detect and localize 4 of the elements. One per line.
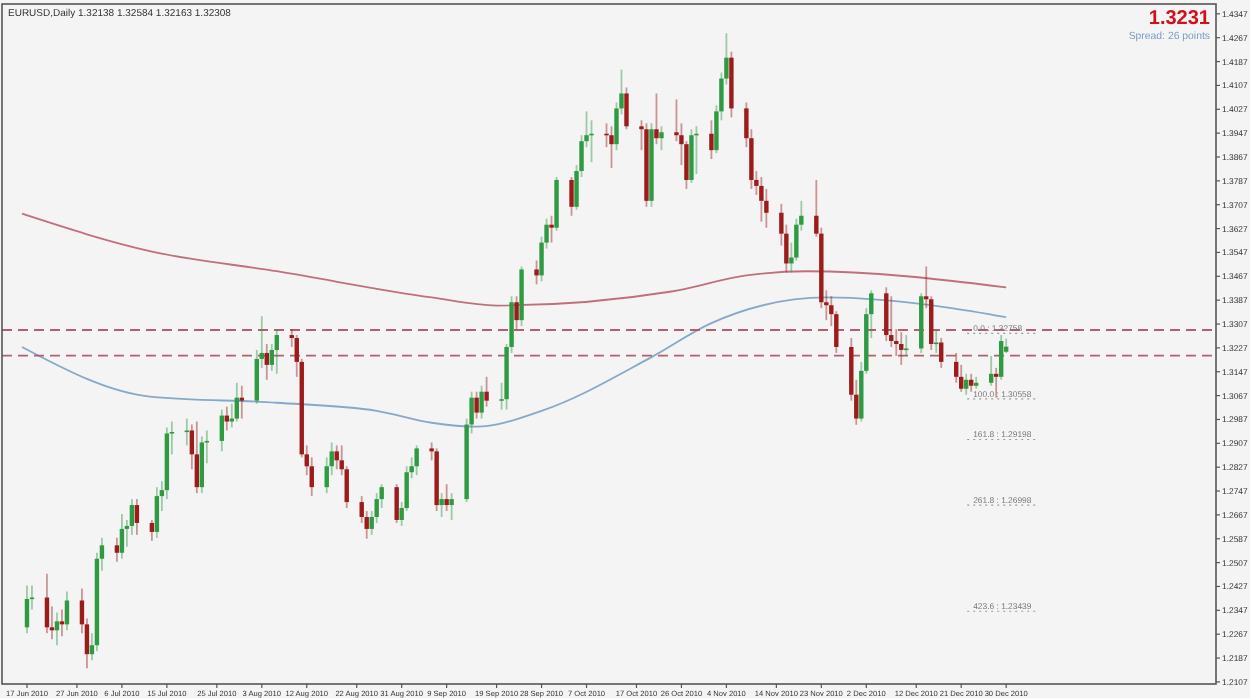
candlestick [429, 441, 434, 462]
annotation: 1.3231 [1148, 8, 1211, 30]
line-series [21, 212, 1008, 307]
candlestick [289, 328, 294, 348]
